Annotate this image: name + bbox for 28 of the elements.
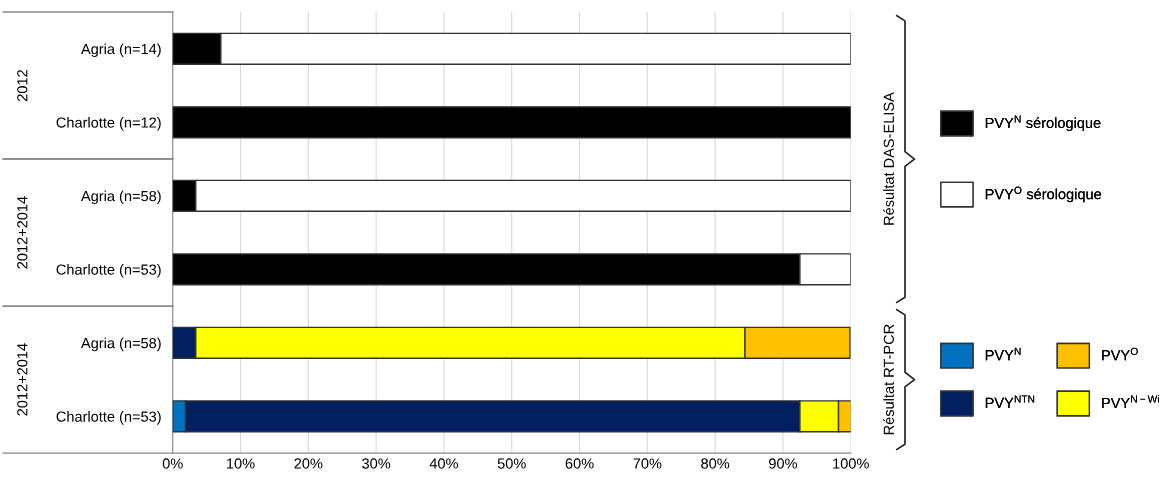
text: Résultat RT-PCR [883,324,894,435]
legend-label: PVY$^{N}$ [985,347,1021,361]
x-tick-label: 10% [227,458,255,469]
x-tick-label: 20% [294,458,323,469]
x-tick-label: 90% [769,458,798,469]
x-tick-label: 60% [565,458,594,469]
legend-label: PVY$^{O}$ sérologique [985,186,1102,203]
y-tick-label: Agria (n=58) [80,190,161,205]
y-tick-label: Agria (n=14) [80,43,161,58]
x-tick-label: 30% [362,458,391,469]
x-tick-label: 40% [429,458,458,469]
y-tick-label: Charlotte (n=53) [56,411,161,425]
legend-label: PVY$^{N}$ sérologique [985,115,1101,131]
text: Résultat DAS-ELISA [883,92,894,225]
x-tick-label: 50% [497,458,526,469]
text: 2012+2014 [17,196,28,269]
x-tick-label: 0% [162,458,183,469]
x-tick-label: 80% [701,458,730,469]
text: 2012+2014 [17,343,28,416]
x-tick-label: 100% [833,458,869,469]
legend-label: PVY$^{N−Wi}$ [1102,395,1159,408]
y-tick-label: Agria (n=58) [80,337,161,352]
text: 2012 [17,70,28,102]
y-tick-label: Charlotte (n=53) [56,264,161,278]
legend-label: PVY$^{NTN}$ [985,395,1035,408]
x-tick-label: 70% [633,458,662,469]
y-tick-label: Charlotte (n=12) [56,117,161,131]
legend-label: PVY$^{O}$ [1102,347,1138,361]
